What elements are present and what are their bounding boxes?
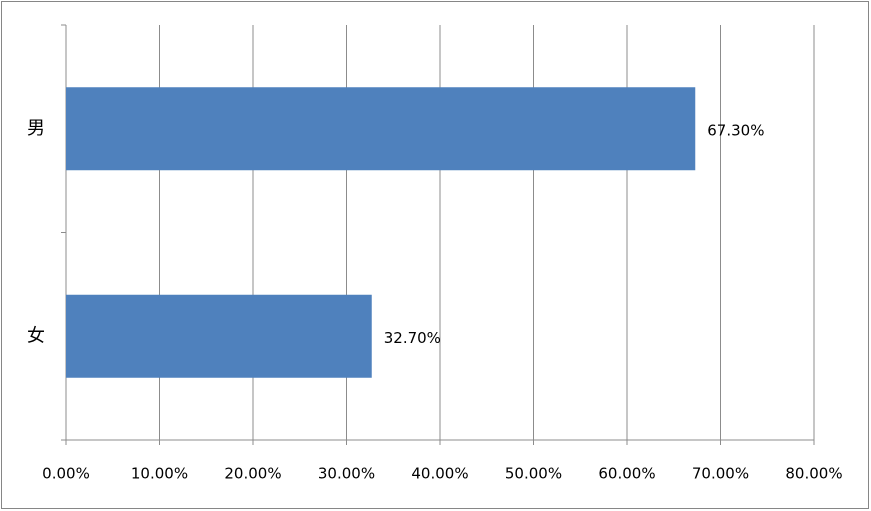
x-tick-label: 70.00% [692,465,749,483]
x-tick-label: 60.00% [598,465,655,483]
x-tick-label: 50.00% [505,465,562,483]
x-tick-label: 10.00% [131,465,188,483]
x-tick-label: 40.00% [411,465,468,483]
value-label: 67.30% [707,121,764,139]
x-tick-label: 30.00% [318,465,375,483]
x-tick-label: 20.00% [224,465,281,483]
y-tick-label: 女 [27,325,45,346]
x-tick-label: 80.00% [785,465,842,483]
bar [66,294,372,378]
bar [66,87,696,171]
x-tick-label: 0.00% [42,465,90,483]
value-label: 32.70% [384,329,441,347]
y-tick-label: 男 [27,118,45,139]
